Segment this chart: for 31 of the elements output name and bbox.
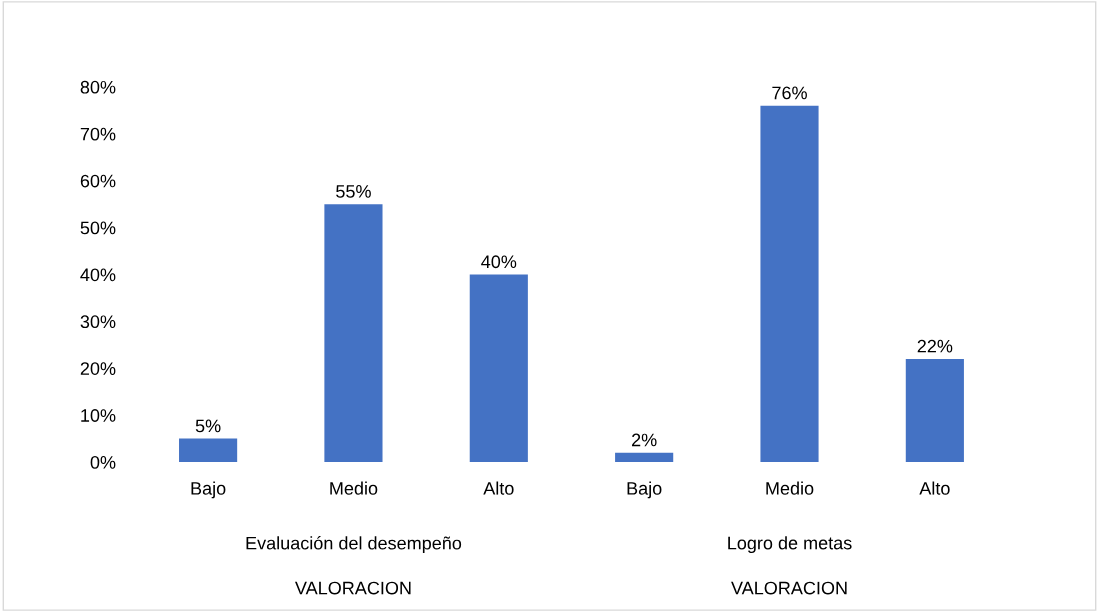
y-tick-label: 0% [90, 455, 116, 469]
y-tick-label: 60% [80, 174, 116, 188]
bar [179, 438, 238, 463]
y-tick-label: 10% [81, 409, 116, 422]
bar [615, 452, 674, 463]
bar [905, 358, 964, 463]
y-tick-label: 20% [80, 362, 116, 375]
data-label: 76% [772, 86, 807, 100]
x-tick-label: Alto [483, 481, 514, 495]
bar [760, 105, 819, 463]
text: VALORACION [295, 581, 411, 595]
bar [324, 204, 383, 463]
data-label: 5% [195, 419, 221, 433]
bar [469, 274, 528, 463]
text: Evaluación del desempeño [246, 536, 462, 554]
data-label: 22% [917, 339, 953, 353]
y-tick-label: 40% [80, 268, 116, 282]
x-tick-label: Medio [330, 481, 378, 495]
x-tick-label: Medio [766, 481, 814, 495]
x-tick-label: Bajo [191, 481, 226, 499]
x-tick-label: Alto [919, 481, 950, 495]
data-label: 2% [632, 433, 657, 447]
text: Logro de metas [728, 536, 852, 554]
y-tick-label: 50% [80, 221, 116, 235]
data-label: 55% [336, 185, 371, 198]
y-tick-label: 30% [80, 315, 116, 329]
data-label: 40% [481, 255, 517, 269]
x-tick-label: Bajo [627, 481, 662, 499]
y-tick-label: 80% [80, 80, 116, 94]
text: VALORACION [731, 581, 847, 595]
y-tick-label: 70% [80, 127, 116, 141]
